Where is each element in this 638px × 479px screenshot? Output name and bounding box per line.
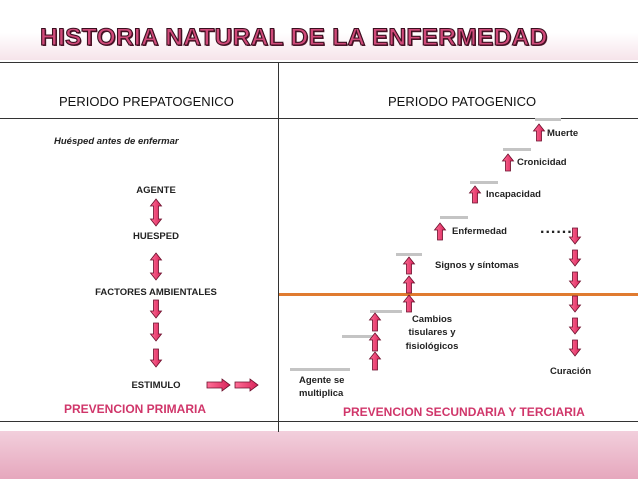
cronicidad-label: Cronicidad bbox=[517, 157, 567, 168]
ellipsis-connector: ...... bbox=[540, 220, 573, 237]
curacion-label: Curación bbox=[550, 366, 592, 377]
estimulo-label: ESTIMULO bbox=[131, 380, 181, 391]
bottom-border-line bbox=[0, 421, 638, 422]
cambios-line1: Cambios bbox=[411, 314, 453, 325]
top-border-line bbox=[0, 62, 638, 63]
period-divider-line bbox=[278, 62, 279, 432]
muerte-label: Muerte bbox=[547, 128, 579, 139]
title-band bbox=[0, 0, 638, 60]
prevencion-secundaria-terciaria-label: PREVENCION SECUNDARIA Y TERCIARIA bbox=[343, 405, 585, 419]
cambios-line2: tisulares y bbox=[408, 327, 456, 338]
agente-multiplica-line1: Agente se bbox=[299, 375, 345, 386]
agente-multiplica-line2: multiplica bbox=[299, 388, 344, 399]
header-patogenico: PERIODO PATOGENICO bbox=[388, 94, 537, 109]
header-prepatogenico: PERIODO PREPATOGENICO bbox=[59, 94, 234, 109]
agente-label: AGENTE bbox=[136, 185, 176, 196]
host-before-illness-label: Huésped antes de enfermar bbox=[54, 136, 179, 147]
page-title: HISTORIA NATURAL DE LA ENFERMEDAD bbox=[39, 23, 548, 51]
incapacidad-label: Incapacidad bbox=[486, 189, 541, 200]
signos-sintomas-label: Signos y síntomas bbox=[435, 260, 519, 271]
enfermedad-label: Enfermedad bbox=[452, 226, 507, 237]
factores-ambientales-label: FACTORES AMBIENTALES bbox=[95, 287, 217, 298]
cambios-line3: fisiológicos bbox=[405, 341, 459, 352]
horizon-clinical-line bbox=[279, 293, 638, 296]
huesped-label: HUESPED bbox=[133, 231, 179, 242]
header-divider-line bbox=[0, 118, 638, 119]
prevencion-primaria-label: PREVENCION PRIMARIA bbox=[64, 402, 207, 416]
